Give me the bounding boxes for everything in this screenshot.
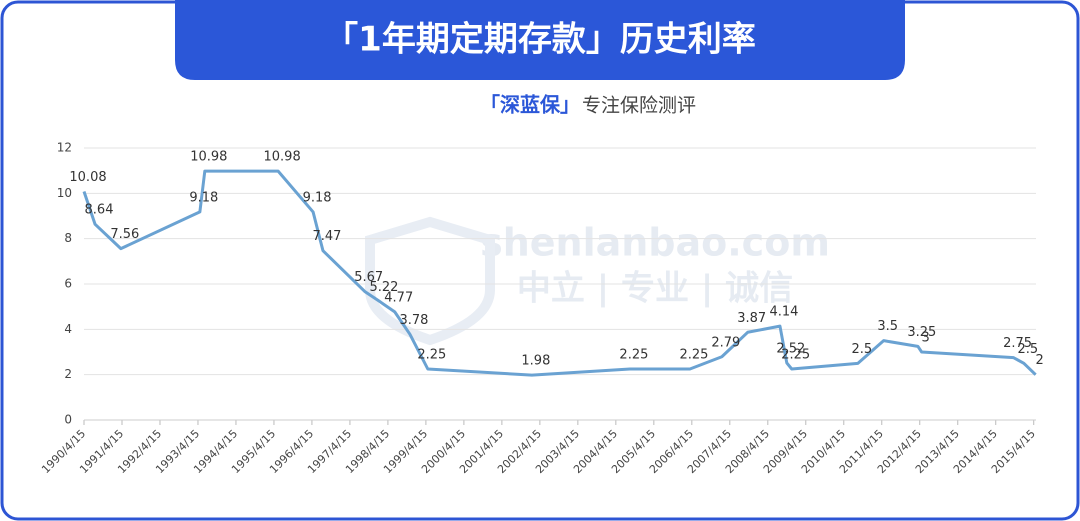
subtitle-brand: 「深蓝保」 <box>480 93 580 117</box>
y-tick-label: 6 <box>64 277 72 291</box>
data-label: 2.5 <box>851 342 872 357</box>
y-tick-label: 4 <box>64 322 72 336</box>
data-label: 3.5 <box>877 319 898 334</box>
data-label: 1.98 <box>521 354 550 369</box>
data-label: 3.78 <box>399 313 428 328</box>
data-label: 3 <box>922 331 930 346</box>
data-label: 4.14 <box>769 305 798 320</box>
watermark-shield <box>365 216 495 346</box>
data-label: 2.25 <box>417 348 446 363</box>
data-label: 10.98 <box>264 150 301 165</box>
subtitle: 专注保险测评 <box>582 95 696 117</box>
data-label: 8.64 <box>85 203 114 218</box>
watermark: shenlanbao.com <box>480 221 830 265</box>
data-label: 2.75 <box>1003 336 1032 351</box>
y-tick-label: 10 <box>57 186 72 200</box>
data-label: 2.52 <box>776 341 805 356</box>
y-tick-label: 0 <box>64 413 72 427</box>
data-label: 2.79 <box>711 335 740 350</box>
data-label: 7.56 <box>110 227 139 242</box>
data-label: 2.25 <box>781 348 810 363</box>
data-label: 9.18 <box>303 190 332 205</box>
data-label: 2.25 <box>679 348 708 363</box>
watermark: 中立 | 专业 | 诚信 <box>517 269 793 309</box>
data-label: 2.5 <box>1017 342 1038 357</box>
data-label: 2 <box>1035 353 1043 368</box>
data-line <box>82 169 1037 377</box>
y-tick-label: 2 <box>64 367 72 381</box>
data-label: 5.22 <box>369 280 398 295</box>
data-label: 10.98 <box>190 150 227 165</box>
data-label: 9.18 <box>189 190 218 205</box>
data-label: 10.08 <box>69 170 106 185</box>
data-label: 3.25 <box>907 325 936 340</box>
data-label: 7.47 <box>312 229 341 244</box>
data-label: 5.67 <box>354 270 383 285</box>
data-label: 4.77 <box>384 290 413 305</box>
title-banner <box>175 0 905 80</box>
data-label: 3.87 <box>737 311 766 326</box>
y-tick-label: 12 <box>57 141 72 155</box>
y-tick-label: 8 <box>64 231 72 245</box>
chart-title: 「1年期定期存款」历史利率 <box>324 20 756 60</box>
data-label: 2.25 <box>619 348 648 363</box>
